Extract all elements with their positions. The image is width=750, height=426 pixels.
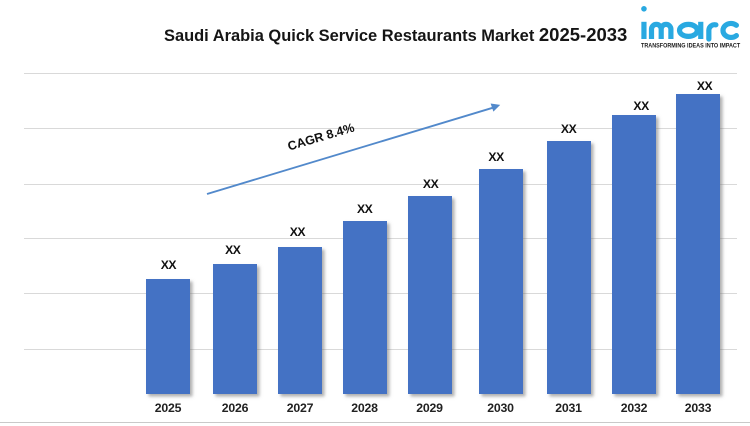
svg-text:TRANSFORMING IDEAS INTO IMPACT: TRANSFORMING IDEAS INTO IMPACT (641, 43, 740, 50)
